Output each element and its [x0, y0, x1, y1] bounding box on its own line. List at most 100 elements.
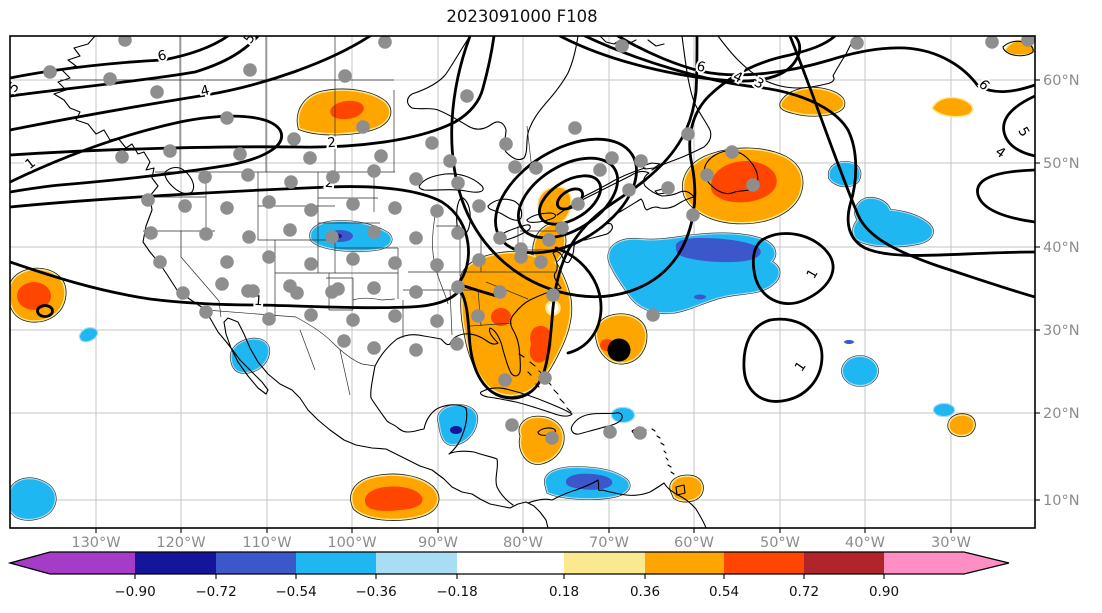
- obs-dot: [498, 373, 512, 387]
- blue-dash-antilles: [844, 340, 854, 344]
- obs-dot: [409, 231, 423, 245]
- obs-dot: [337, 334, 351, 348]
- obs-dot: [603, 425, 617, 439]
- lat-label: 20°N: [1043, 406, 1080, 422]
- obs-dot: [593, 163, 607, 177]
- obs-dot: [615, 39, 629, 53]
- obs-dot: [451, 280, 465, 294]
- axis-tick-labels: 130°W 120°W 110°W 100°W 90°W 80°W 70°W 60°W 50°W…: [71, 73, 1079, 551]
- storm-position-dot: [607, 338, 631, 362]
- obs-dot: [646, 308, 660, 322]
- colorbar-tick-label: −0.36: [355, 584, 396, 600]
- obs-dot: [233, 147, 247, 161]
- blue-core-atlantic: [675, 238, 761, 263]
- obs-dot: [409, 343, 423, 357]
- obs-dot: [661, 181, 675, 195]
- colorbar-segment: [376, 552, 457, 574]
- obs-dot: [367, 341, 381, 355]
- obs-dot: [529, 161, 543, 175]
- obs-dot: [472, 253, 486, 267]
- colorbar-left-arrow: [10, 552, 50, 574]
- obs-dot: [409, 285, 423, 299]
- lat-label: 10°N: [1043, 493, 1080, 509]
- obs-dot: [326, 170, 340, 184]
- colorbar-tick-label: 0.54: [709, 584, 739, 600]
- blue-core-venezuela: [566, 473, 613, 490]
- obs-dot: [367, 225, 381, 239]
- contour-label: 2: [327, 135, 337, 152]
- obs-dot: [451, 226, 465, 240]
- obs-dot: [545, 431, 559, 445]
- navy-core-yucatan: [450, 426, 462, 434]
- obs-dot: [409, 172, 423, 186]
- lon-label: 60°W: [674, 535, 714, 551]
- red-core-newfoundland: [710, 161, 777, 203]
- colorbar-tick-label: −0.18: [436, 584, 477, 600]
- obs-dot: [304, 257, 318, 271]
- obs-dot: [634, 154, 648, 168]
- obs-dot: [850, 36, 864, 50]
- obs-dot: [367, 281, 381, 295]
- obs-dot: [262, 195, 276, 209]
- obs-dot: [425, 136, 439, 150]
- lon-label: 90°W: [418, 535, 458, 551]
- obs-dot: [367, 164, 381, 178]
- obs-dot: [633, 426, 647, 440]
- obs-dot: [505, 418, 519, 432]
- obs-dot: [378, 36, 392, 49]
- obs-dot: [163, 144, 177, 158]
- positive-anomaly-patches: [10, 39, 1035, 519]
- colorbar-tick-label: −0.72: [195, 584, 236, 600]
- obs-dot: [493, 285, 507, 299]
- lon-label: 50°W: [760, 535, 800, 551]
- obs-dot: [246, 284, 260, 298]
- lon-label: 80°W: [503, 535, 543, 551]
- obs-dot: [283, 223, 297, 237]
- obs-dot: [325, 230, 339, 244]
- figure-title: 2023091000 F108: [446, 7, 597, 26]
- colorbar-segment: [724, 552, 804, 574]
- obs-dot: [430, 204, 444, 218]
- obs-dot: [215, 277, 229, 291]
- colorbar-segment: [884, 552, 964, 574]
- obs-dot: [178, 199, 192, 213]
- obs-dot: [346, 252, 360, 266]
- obs-dot: [220, 201, 234, 215]
- observation-dots: [43, 36, 1035, 445]
- obs-dot: [118, 36, 132, 47]
- obs-dot: [555, 221, 569, 235]
- obs-dot: [508, 160, 522, 174]
- lon-label: 130°W: [71, 535, 120, 551]
- colorbar-tick-label: −0.54: [275, 584, 316, 600]
- obs-dot: [241, 168, 255, 182]
- obs-dot: [338, 69, 352, 83]
- obs-dot: [443, 154, 457, 168]
- obs-dot: [284, 175, 298, 189]
- obs-dot: [303, 151, 317, 165]
- obs-dot: [199, 227, 213, 241]
- red-core-pacific-west: [17, 282, 51, 310]
- lon-label: 100°W: [327, 535, 376, 551]
- colorbar-segment: [216, 552, 296, 574]
- lon-label: 110°W: [242, 535, 291, 551]
- obs-dot: [622, 183, 636, 197]
- obs-dot: [356, 120, 370, 134]
- red-core-florida: [529, 325, 552, 363]
- obs-dot: [538, 371, 552, 385]
- colorbar: −0.90 −0.72 −0.54 −0.36 −0.18 0.18 0.36 0.54 0.7…: [7, 551, 1010, 600]
- coastlines: [53, 36, 1034, 528]
- contour-lines: [10, 36, 1035, 403]
- obs-dot: [472, 199, 486, 213]
- obs-dot: [388, 256, 402, 270]
- lat-label: 40°N: [1043, 240, 1080, 256]
- obs-dot: [153, 255, 167, 269]
- lon-label: 120°W: [156, 535, 205, 551]
- obs-dot: [115, 150, 129, 164]
- obs-dot: [262, 250, 276, 264]
- colorbar-tick-label: −0.90: [114, 584, 155, 600]
- colorbar-segment: [50, 552, 135, 574]
- obs-dot: [725, 145, 739, 159]
- colorbar-segment: [296, 552, 376, 574]
- colorbar-segment: [457, 552, 564, 574]
